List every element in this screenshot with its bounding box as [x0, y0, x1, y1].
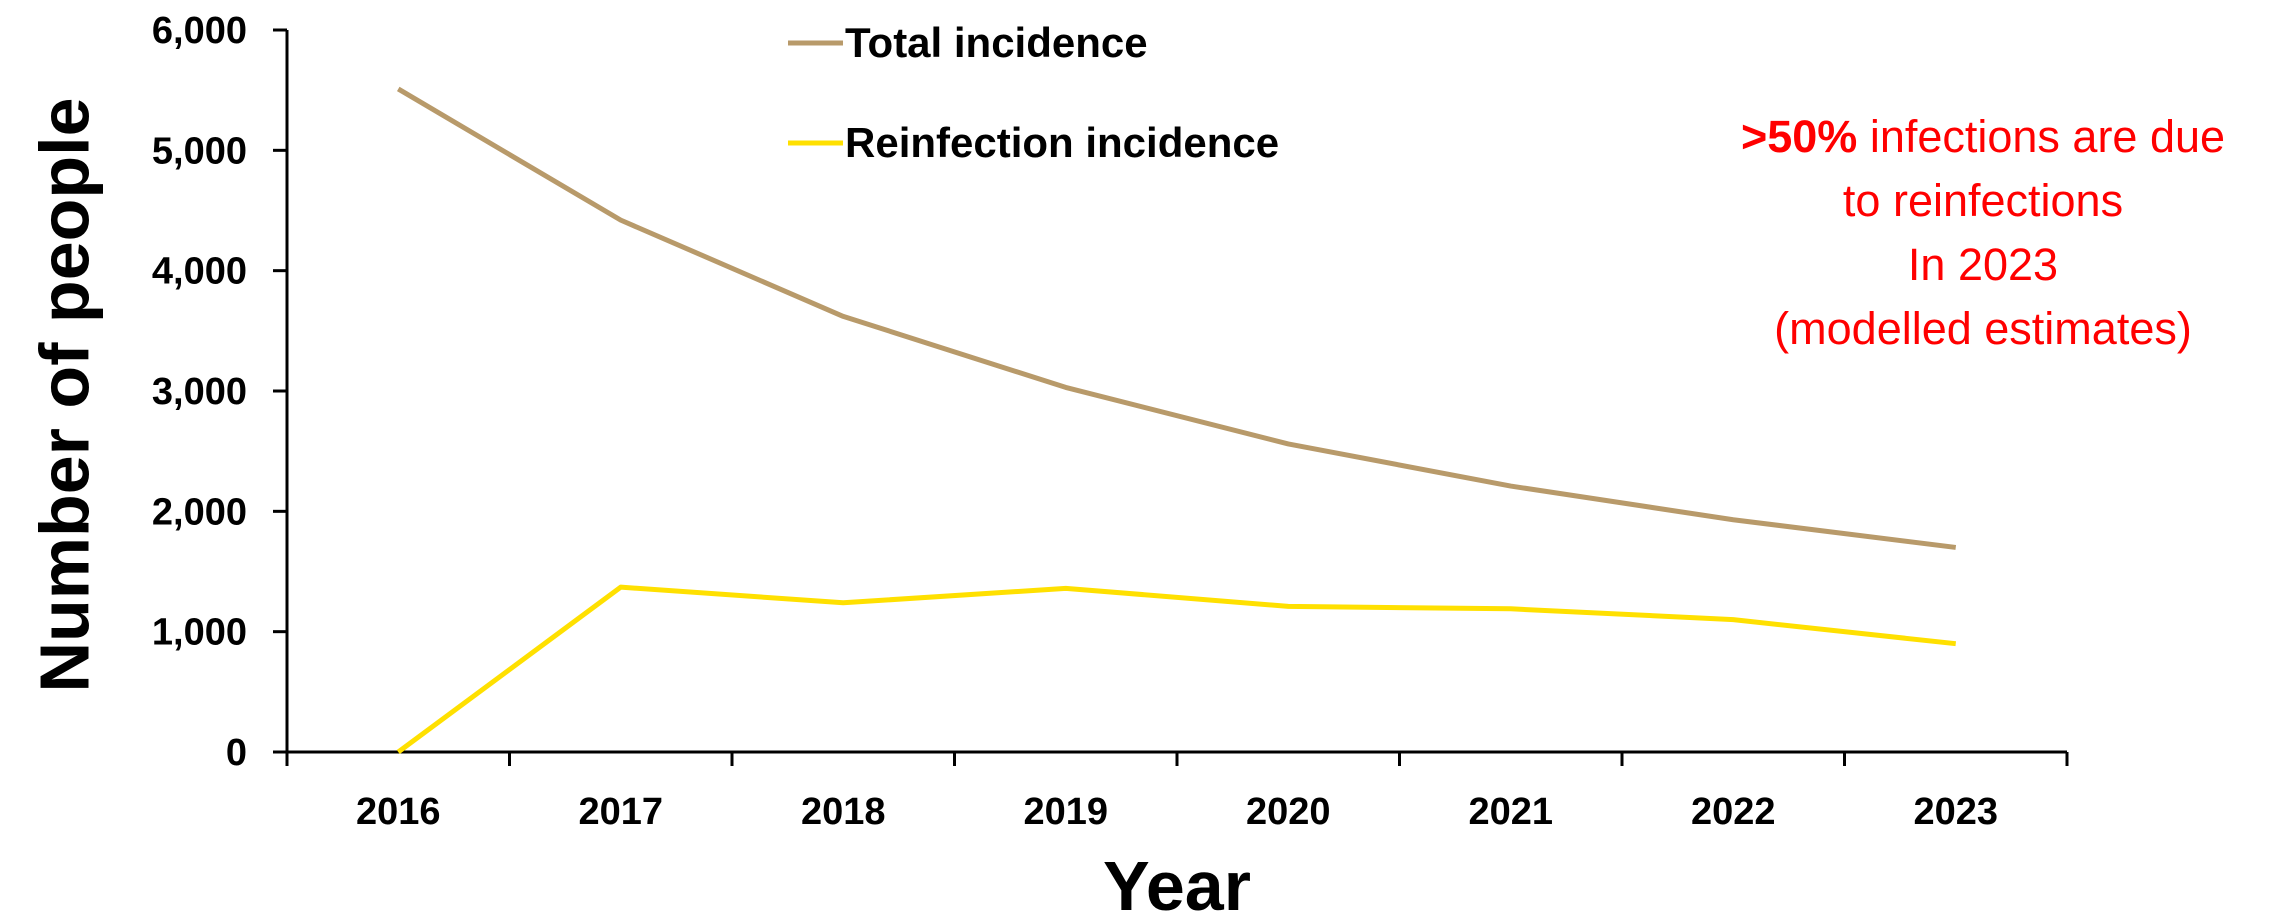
y-tick-label: 4,000 — [152, 251, 247, 293]
annotation-line-2: to reinfections — [1843, 175, 2123, 226]
x-axis-title: Year — [1103, 847, 1251, 914]
annotation-line-4: (modelled estimates) — [1774, 303, 2192, 354]
y-tick-label: 6,000 — [152, 10, 247, 52]
x-tick-label: 2019 — [1023, 791, 1108, 833]
y-tick-label: 0 — [226, 732, 247, 774]
x-tick-label: 2018 — [801, 791, 886, 833]
y-tick-label: 2,000 — [152, 491, 247, 533]
series-lines — [396, 86, 1957, 755]
y-tick-label: 3,000 — [152, 371, 247, 413]
x-tick-label: 2023 — [1913, 791, 1998, 833]
legend: Total incidence Reinfection incidence — [788, 19, 1279, 166]
x-tick-label: 2022 — [1691, 791, 1776, 833]
y-tick-label: 1,000 — [152, 612, 247, 654]
y-tick-label: 5,000 — [152, 130, 247, 172]
y-axis-ticks: 0 1,000 2,000 3,000 4,000 5,000 6,000 — [152, 10, 287, 774]
y-axis-title: Number of people — [25, 97, 103, 692]
x-tick-label: 2020 — [1246, 791, 1331, 833]
x-axis-ticks: 2016 2017 2018 2019 2020 2021 2022 2023 — [285, 752, 2069, 833]
x-tick-label: 2016 — [356, 791, 441, 833]
x-tick-label: 2021 — [1468, 791, 1553, 833]
annotation-bold: >50% — [1741, 111, 1857, 162]
annotation: >50% infections are due to reinfections … — [1741, 111, 2225, 354]
x-tick-label: 2017 — [578, 791, 663, 833]
annotation-line-1: >50% infections are due — [1741, 111, 2225, 162]
series-line-total — [396, 86, 1957, 550]
legend-label-total: Total incidence — [845, 19, 1148, 66]
legend-label-reinfection: Reinfection incidence — [845, 119, 1279, 166]
annotation-line-3: In 2023 — [1908, 239, 2058, 290]
series-line-reinfection — [396, 584, 1957, 755]
annotation-line-1-rest: infections are due — [1857, 111, 2225, 162]
